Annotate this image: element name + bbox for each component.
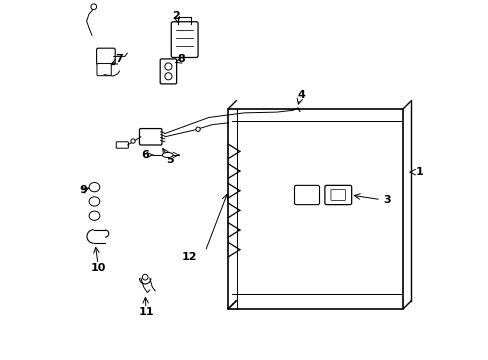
FancyBboxPatch shape — [228, 109, 403, 309]
FancyBboxPatch shape — [116, 142, 128, 148]
Ellipse shape — [162, 153, 173, 157]
Text: 8: 8 — [177, 54, 184, 64]
Text: 10: 10 — [91, 262, 106, 273]
Ellipse shape — [89, 183, 100, 192]
Circle shape — [164, 73, 172, 80]
FancyBboxPatch shape — [139, 129, 162, 145]
Text: 7: 7 — [115, 54, 122, 64]
Text: 2: 2 — [172, 11, 180, 21]
Circle shape — [164, 63, 172, 70]
FancyBboxPatch shape — [160, 59, 176, 84]
Text: 3: 3 — [382, 195, 390, 204]
Circle shape — [142, 274, 148, 280]
FancyBboxPatch shape — [324, 185, 351, 204]
FancyBboxPatch shape — [330, 190, 345, 201]
Text: 1: 1 — [414, 167, 422, 177]
Ellipse shape — [89, 211, 100, 220]
FancyBboxPatch shape — [294, 185, 319, 204]
FancyBboxPatch shape — [171, 22, 198, 58]
FancyBboxPatch shape — [97, 64, 111, 76]
FancyBboxPatch shape — [97, 48, 115, 64]
Circle shape — [131, 139, 135, 143]
Text: 12: 12 — [182, 252, 197, 262]
Text: 9: 9 — [79, 185, 87, 195]
Ellipse shape — [89, 197, 100, 206]
Circle shape — [91, 4, 97, 10]
Text: 5: 5 — [166, 156, 174, 165]
Circle shape — [196, 127, 200, 131]
Text: 4: 4 — [296, 90, 304, 100]
Text: 11: 11 — [138, 307, 154, 317]
Text: 6: 6 — [141, 150, 148, 160]
